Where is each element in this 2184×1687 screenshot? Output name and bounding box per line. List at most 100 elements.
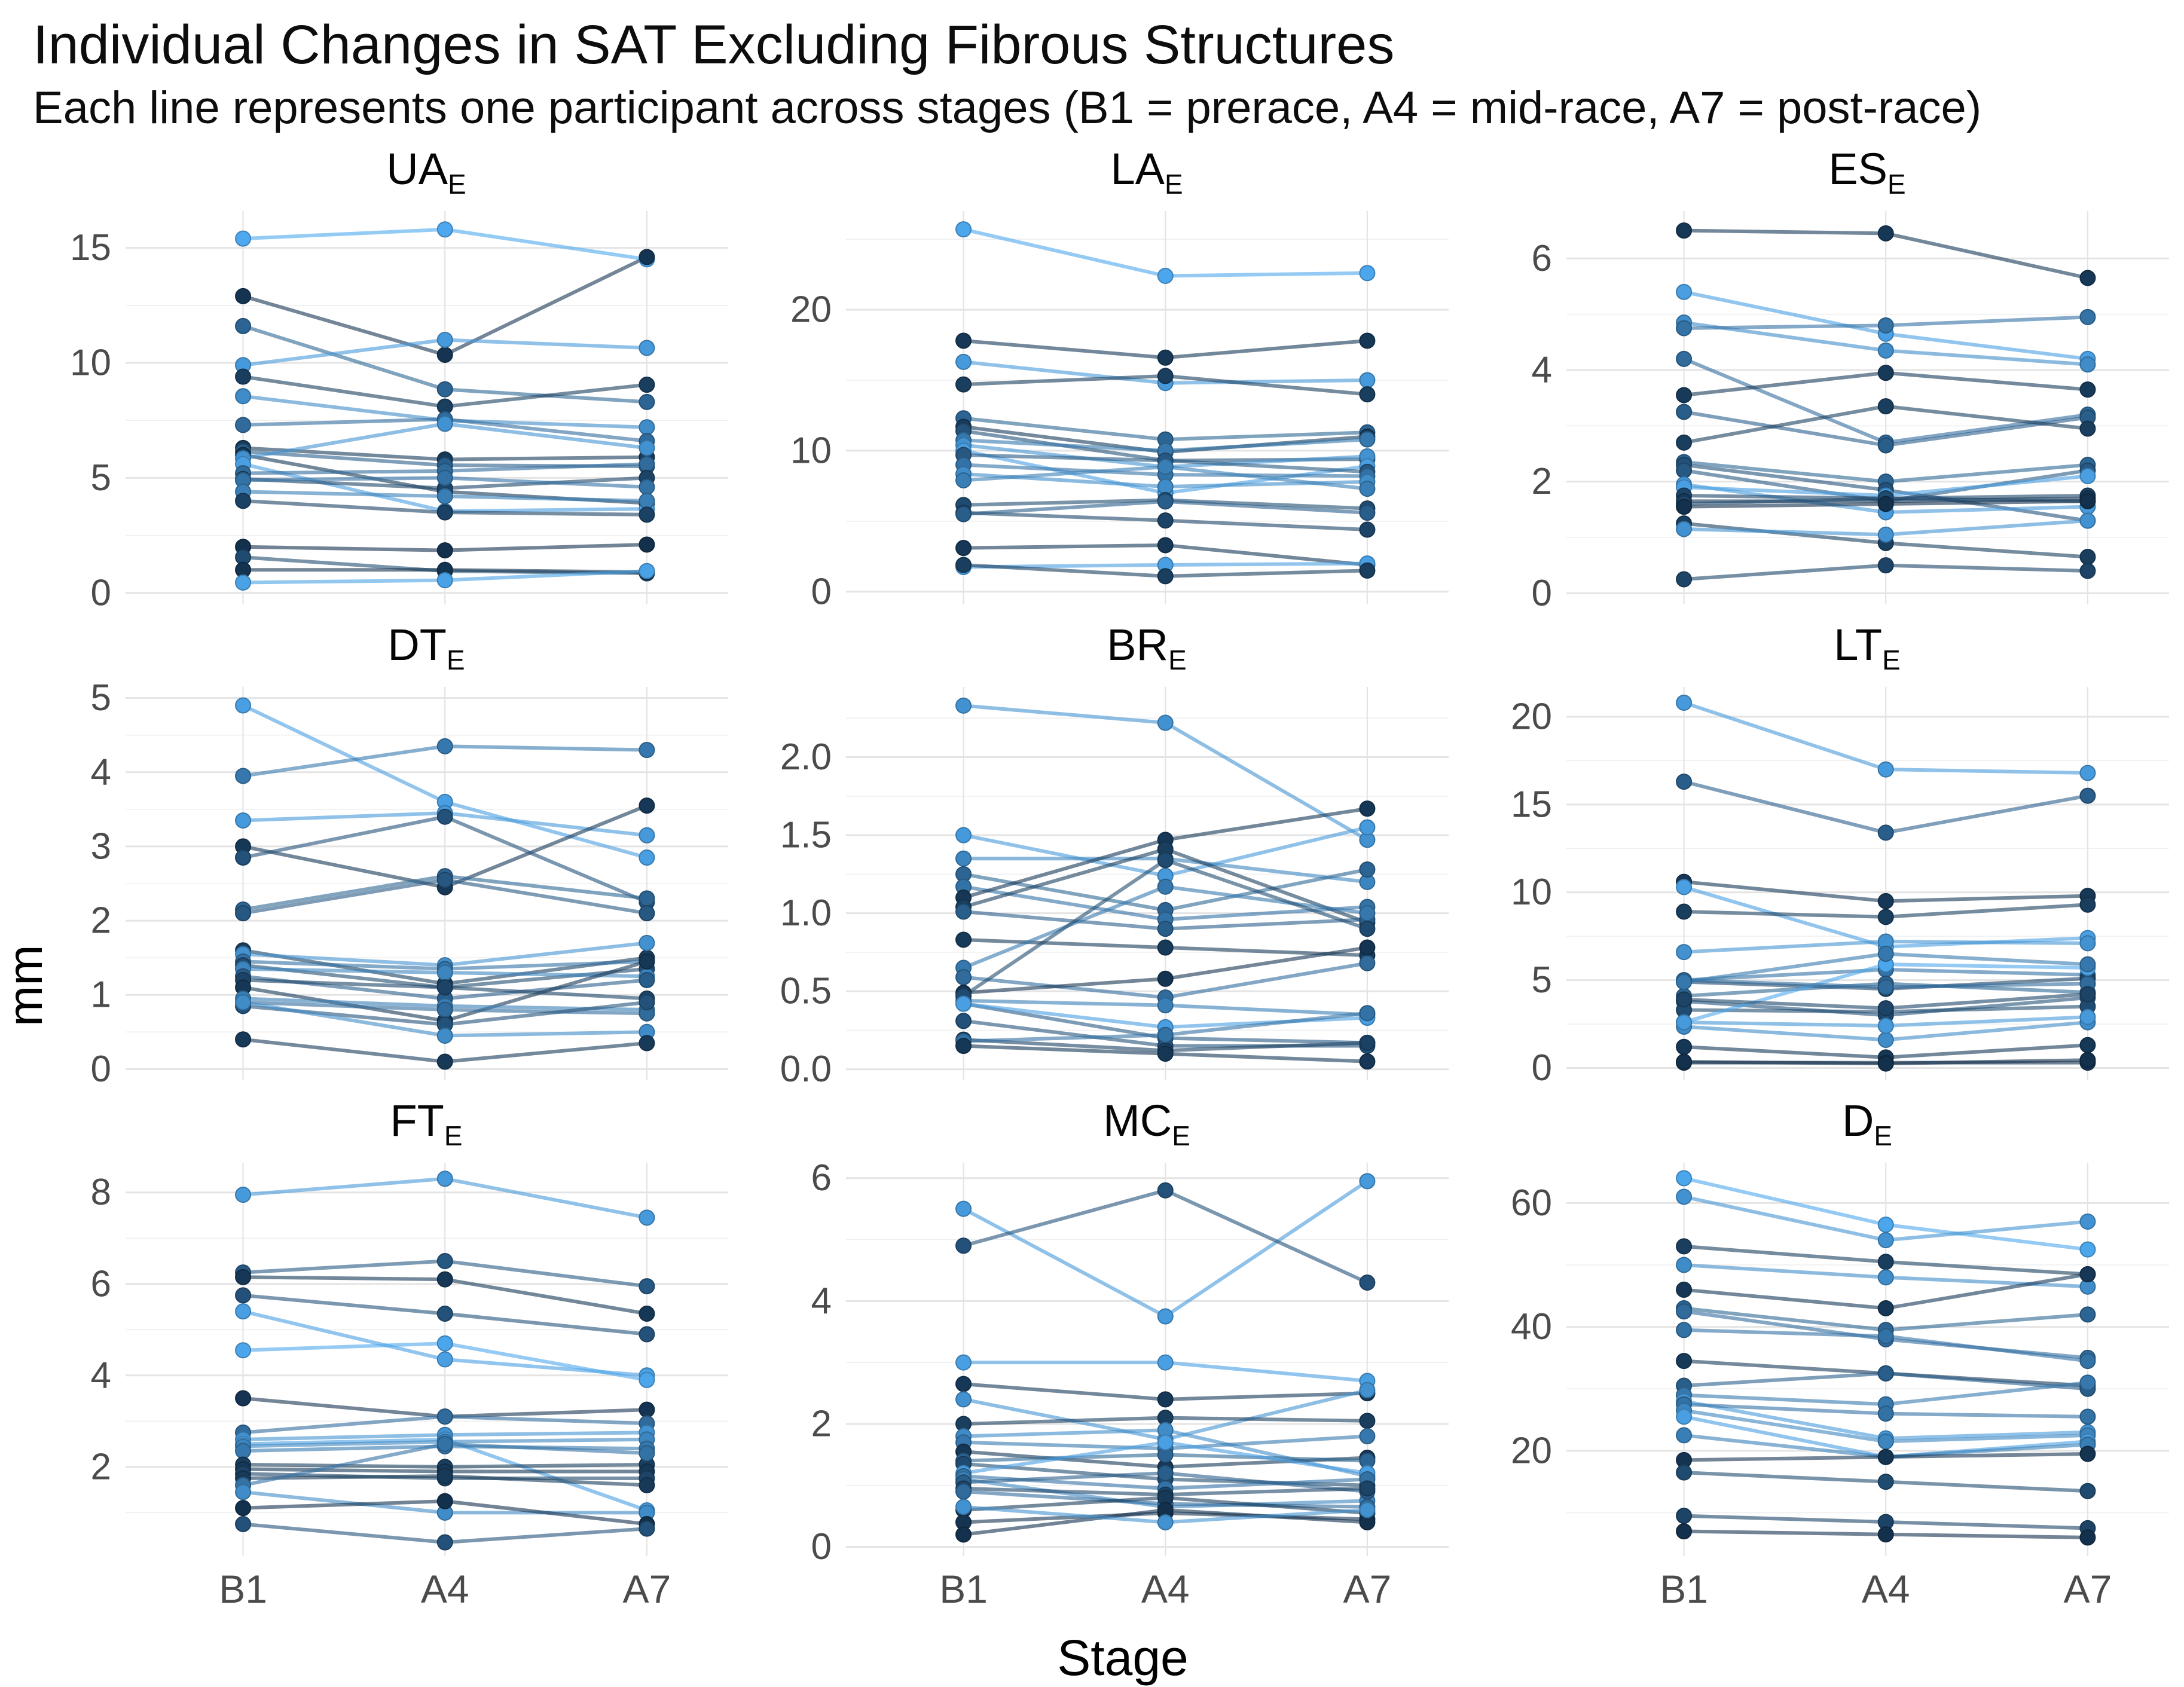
y-tick-label: 1.0	[780, 893, 832, 934]
data-point	[639, 953, 655, 970]
data-point	[235, 368, 252, 385]
x-tick-label: A7	[623, 1567, 671, 1611]
data-point	[436, 1493, 453, 1509]
data-point	[955, 995, 972, 1012]
panel-ft: FTE 2 4 6 8 B1 A4 A7	[35, 1092, 731, 1628]
data-point	[436, 1053, 453, 1070]
panel-title: ESE	[1828, 143, 1906, 200]
data-point	[1359, 1382, 1376, 1398]
data-point	[639, 971, 655, 988]
data-point	[955, 1376, 972, 1392]
data-point	[1359, 1413, 1376, 1429]
data-point	[436, 1170, 453, 1187]
data-point	[1676, 1322, 1693, 1338]
data-point	[1676, 1353, 1693, 1370]
data-point	[1157, 1434, 1174, 1451]
panel-plot: 0 10 20	[790, 210, 1449, 612]
data-point	[1359, 1053, 1376, 1070]
data-point	[2079, 420, 2096, 437]
panel-d: DE 20 40 60 B1 A4 A7	[1476, 1092, 2172, 1628]
data-point	[235, 417, 252, 433]
data-point	[2079, 935, 2096, 952]
data-point	[1676, 320, 1693, 337]
data-point	[1877, 1017, 1894, 1034]
data-point	[955, 221, 972, 238]
data-point	[1877, 1231, 1894, 1248]
data-point	[639, 1305, 655, 1322]
data-point	[955, 1013, 972, 1029]
data-point	[1157, 1354, 1174, 1371]
data-point	[2079, 1483, 2096, 1499]
y-tick-label: 20	[1511, 696, 1552, 737]
data-point	[1877, 761, 1894, 778]
data-point	[1157, 921, 1174, 937]
panel-title: DTE	[387, 619, 465, 676]
data-point	[1157, 1308, 1174, 1325]
data-point	[2079, 1353, 2096, 1370]
data-point	[1359, 1480, 1376, 1497]
data-point	[955, 1354, 972, 1371]
chart-area: mm UAE 0 5 10 15 LAE 0 10 20 ESE 0 2 4 6 DTE 0 1 2 3 4 5 BRE 0…	[0, 140, 2184, 1687]
data-point	[1157, 368, 1174, 384]
data-point	[1877, 225, 1894, 242]
data-point	[1359, 505, 1376, 521]
data-point	[1877, 342, 1894, 359]
data-point	[1877, 496, 1894, 512]
data-point	[1676, 991, 1693, 1008]
data-point	[1359, 481, 1376, 497]
data-point	[639, 340, 655, 356]
panel-plot: 0.0 0.5 1.0 1.5 2.0	[780, 686, 1449, 1090]
data-point	[2079, 1529, 2096, 1546]
data-point	[1676, 1053, 1693, 1070]
data-point	[639, 827, 655, 844]
data-point	[639, 1401, 655, 1418]
data-point	[2079, 1052, 2096, 1068]
data-point	[955, 506, 972, 522]
data-point	[1877, 1474, 1894, 1490]
data-point	[1877, 1328, 1894, 1344]
data-point	[436, 331, 453, 348]
data-point	[235, 1515, 252, 1532]
data-point	[1676, 1303, 1693, 1320]
figure-subtitle: Each line represents one participant acr…	[33, 82, 1982, 134]
data-point	[1157, 1465, 1174, 1481]
data-point	[955, 557, 972, 573]
x-tick-label: B1	[1660, 1567, 1708, 1611]
data-point	[1877, 317, 1894, 334]
data-point	[1676, 1038, 1693, 1055]
data-point	[1157, 1026, 1174, 1043]
data-point	[2079, 1213, 2096, 1230]
y-tick-label: 5	[91, 457, 111, 499]
data-point	[1676, 1257, 1693, 1273]
data-point	[2079, 1241, 2096, 1258]
data-point	[639, 376, 655, 393]
data-point	[1359, 332, 1376, 349]
data-point	[639, 1035, 655, 1052]
data-point	[1157, 349, 1174, 366]
data-point	[955, 376, 972, 393]
data-point	[1359, 1034, 1376, 1051]
data-point	[436, 572, 453, 589]
data-point	[2079, 956, 2096, 973]
data-point	[2079, 787, 2096, 804]
data-point	[955, 850, 972, 867]
data-point	[1157, 1514, 1174, 1530]
data-point	[2079, 986, 2096, 1003]
data-point	[1676, 571, 1693, 588]
data-point	[955, 1526, 972, 1543]
data-point	[1676, 350, 1693, 367]
data-point	[235, 768, 252, 784]
data-point	[436, 381, 453, 398]
data-point	[1877, 1055, 1894, 1072]
data-point	[436, 221, 453, 238]
data-point	[955, 969, 972, 986]
panel-title: UAE	[386, 143, 466, 200]
y-tick-label: 10	[70, 342, 111, 383]
data-point	[1877, 1365, 1894, 1382]
panel-es: ESE 0 2 4 6	[1476, 140, 2172, 616]
data-point	[1676, 404, 1693, 420]
x-tick-label: A4	[1862, 1567, 1910, 1611]
data-point	[436, 1351, 453, 1368]
data-point	[1676, 1188, 1693, 1205]
data-point	[955, 697, 972, 714]
